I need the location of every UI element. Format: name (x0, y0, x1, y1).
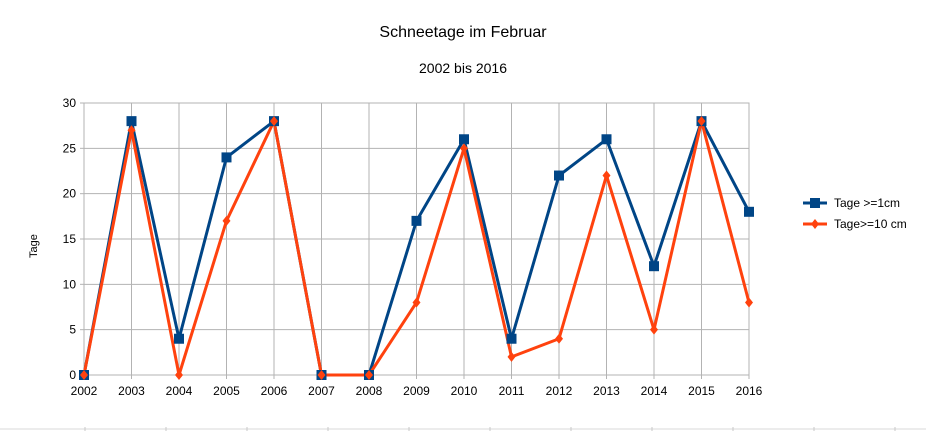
plot-frame (83, 102, 750, 376)
data-point-s1-2004 (174, 333, 184, 344)
y-axis-label: Tage (28, 234, 40, 258)
data-point-s2-2010 (460, 143, 468, 154)
x-tick-label: 2005 (213, 384, 240, 398)
x-tick-label: 2012 (546, 384, 573, 398)
y-tick-label: 0 (69, 368, 76, 382)
x-tick-label: 2002 (71, 384, 98, 398)
legend: Tage >=1cm Tage>=10 cm (803, 196, 907, 231)
data-point-s1-2011 (506, 333, 517, 344)
data-point-s1-2005 (221, 152, 232, 163)
data-point-s2-2006 (270, 116, 278, 127)
legend-marker-square (810, 198, 820, 208)
y-tick-label: 15 (63, 232, 77, 246)
data-point-s2-2005 (222, 215, 231, 226)
data-point-s1-2013 (601, 134, 612, 145)
data-point-s2-2015 (697, 116, 706, 127)
data-point-s2-2003 (127, 125, 136, 136)
data-point-s2-2008 (365, 370, 373, 380)
x-tick-label: 2014 (641, 384, 668, 398)
data-point-s1-2003 (126, 116, 137, 127)
legend-label-2: Tage>=10 cm (834, 217, 907, 231)
x-tick-label: 2010 (451, 384, 478, 398)
data-point-s2-2014 (650, 324, 658, 335)
data-point-s2-2007 (317, 370, 326, 380)
chart-title: Schneetage im Februar (379, 24, 547, 41)
legend-label-1: Tage >=1cm (834, 196, 900, 210)
x-tick-label: 2013 (593, 384, 620, 398)
data-point-s2-2009 (412, 297, 421, 308)
data-point-s1-2016 (744, 206, 754, 217)
x-tick-label: 2016 (736, 384, 763, 398)
data-point-s1-2012 (554, 170, 564, 181)
chart-subtitle: 2002 bis 2016 (419, 60, 507, 76)
legend-marker-diamond (811, 219, 819, 229)
data-point-s1-2014 (649, 261, 659, 272)
x-tick-label: 2011 (499, 384, 525, 398)
y-tick-label: 20 (63, 187, 77, 201)
x-tick-label: 2015 (688, 384, 715, 398)
data-point-s1-2009 (411, 215, 422, 226)
x-tick-label: 2009 (403, 384, 430, 398)
x-tick-label: 2004 (166, 384, 193, 398)
x-tick-label: 2007 (308, 384, 335, 398)
data-point-s2-2013 (602, 170, 611, 181)
y-tick-label: 25 (63, 141, 77, 155)
bottom-divider (0, 427, 926, 431)
data-point-s2-2016 (745, 297, 753, 308)
data-point-s1-2010 (459, 134, 469, 145)
x-tick-label: 2008 (356, 384, 383, 398)
y-tick-label: 10 (63, 277, 77, 291)
y-tick-label: 5 (69, 323, 76, 337)
data-point-s2-2011 (507, 351, 516, 362)
x-tick-label: 2006 (261, 384, 288, 398)
data-point-s2-2002 (80, 370, 88, 380)
data-point-s2-2012 (555, 333, 563, 344)
x-tick-label: 2003 (118, 384, 145, 398)
y-tick-label: 30 (63, 96, 77, 110)
plot-area: 0 5 10 15 20 25 30 2002 2003 2004 2005 2006 2007 2008… (63, 96, 763, 398)
data-point-s2-2004 (175, 370, 183, 380)
